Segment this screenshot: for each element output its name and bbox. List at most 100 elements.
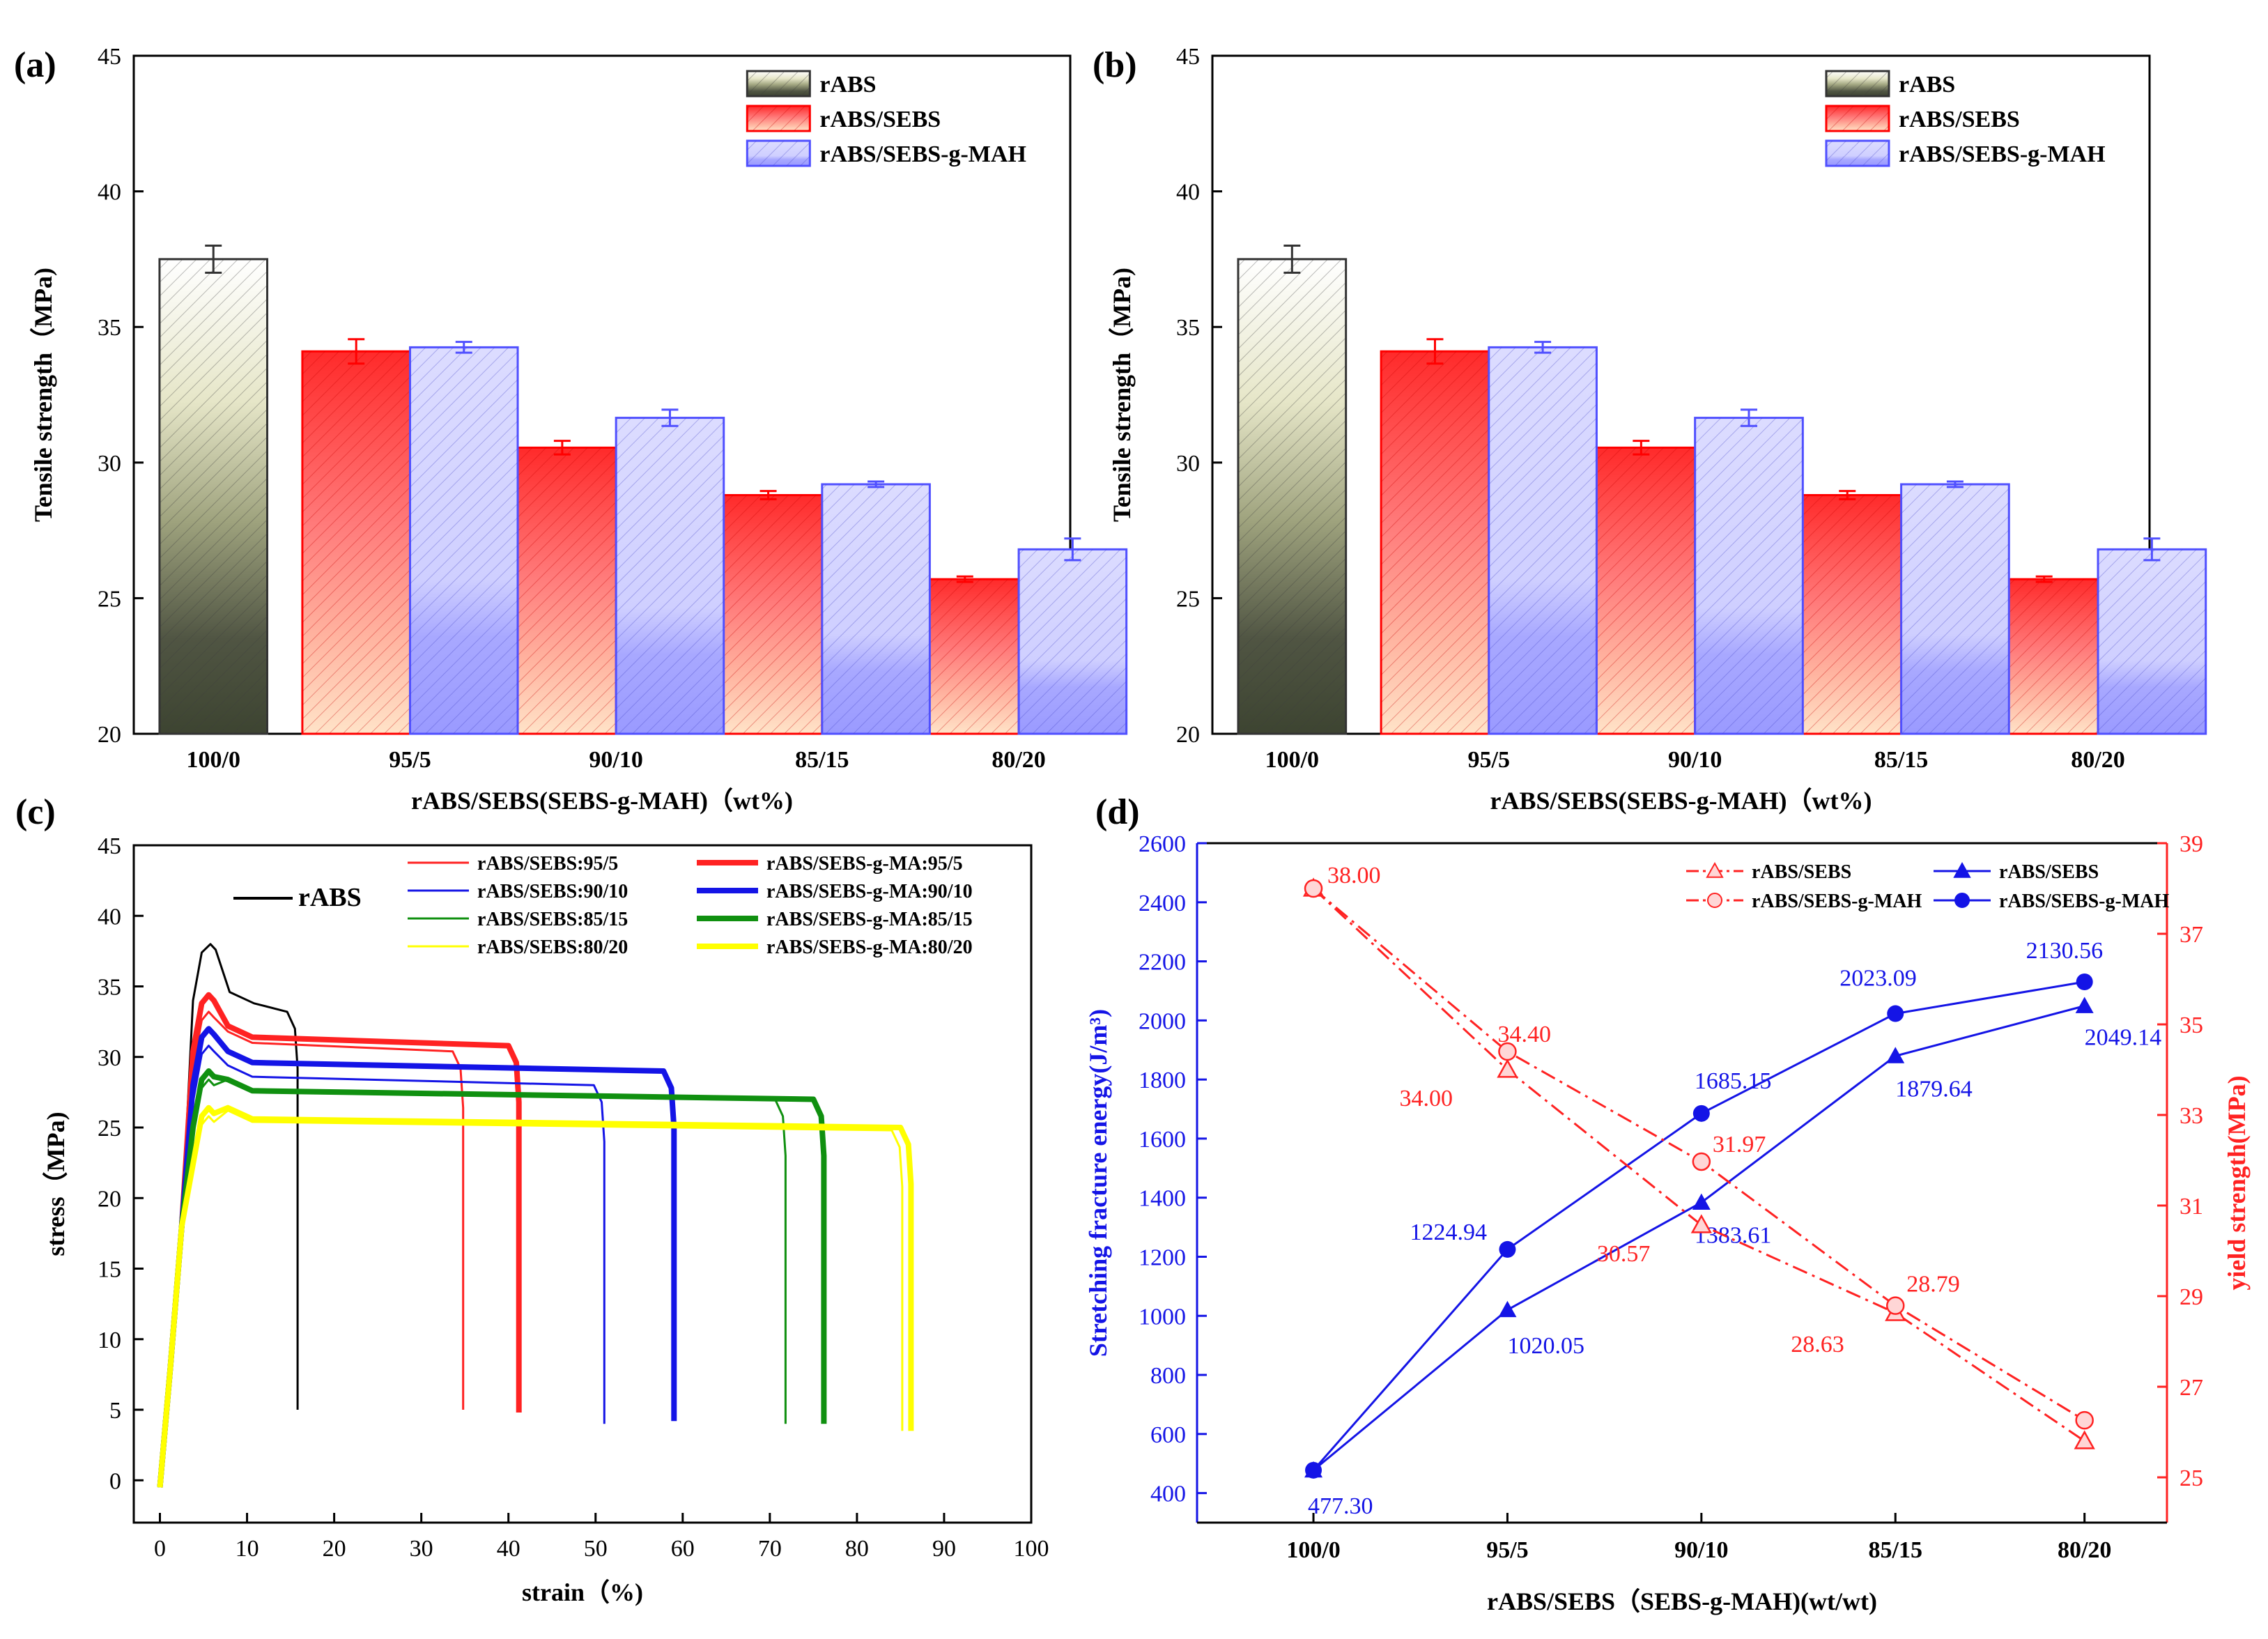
bar-hatch — [821, 484, 930, 734]
y-axis-title: stress（MPa) — [42, 1111, 70, 1256]
data-label: 28.79 — [1906, 1272, 1960, 1298]
x-tick-label: 0 — [154, 1536, 166, 1562]
panel-c-stress-strain-chart: (c) 0 10 20 30 40 50 60 70 80 90 100 0 5 10 15 20 25 30 35 4… — [15, 792, 1049, 1606]
bar-hatch — [1793, 495, 1901, 734]
marker-circle — [1304, 879, 1323, 898]
marker-triangle — [2075, 997, 2094, 1013]
y-left-tick-label: 1200 — [1139, 1245, 1186, 1270]
y-left-tick-label: 800 — [1150, 1363, 1186, 1389]
y-tick-label: 20 — [1176, 722, 1200, 748]
bar-hatch — [1019, 549, 1127, 734]
y-right-tick-label: 39 — [2180, 831, 2203, 857]
y-left-tick-label: 600 — [1150, 1422, 1186, 1448]
y-tick-label: 35 — [1176, 315, 1200, 341]
y-left-tick-label: 2600 — [1139, 831, 1186, 857]
x-tick-label: 80 — [845, 1536, 869, 1562]
y-tick-label: 25 — [1176, 586, 1200, 612]
marker-circle — [1692, 1105, 1710, 1122]
y-tick-label: 30 — [98, 1045, 121, 1071]
bar-hatch — [1695, 417, 1803, 734]
panel-label: (d) — [1095, 792, 1140, 832]
legend-label: rABS/SEBS — [1752, 861, 1851, 883]
y-left-tick-label: 1800 — [1139, 1068, 1186, 1093]
curve-line — [159, 1109, 904, 1488]
marker-triangle — [1690, 1214, 1712, 1233]
legend-label: rABS/SEBS:95/5 — [477, 853, 618, 875]
data-label: 2130.56 — [2026, 938, 2104, 964]
y-left-tick-label: 2000 — [1139, 1008, 1186, 1034]
curve-line — [157, 1105, 914, 1488]
x-axis-title: rABS/SEBS(SEBS-g-MAH)（wt%) — [1490, 787, 1872, 815]
y-right-tick-label: 25 — [2180, 1465, 2203, 1491]
marker-triangle — [1498, 1300, 1517, 1318]
y-left-tick-label: 1600 — [1139, 1127, 1186, 1153]
bar-hatch — [1587, 447, 1695, 734]
y-tick-label: 15 — [98, 1257, 121, 1283]
x-tick-label: 30 — [410, 1536, 433, 1562]
data-label: 2049.14 — [2085, 1025, 2162, 1051]
panel-b-bar-chart: (b) 20 25 30 35 40 45 100/0 95/5 90/10 85/15 80/20 r… — [1093, 44, 2207, 815]
panel-d-energy-yield-chart: (d) 400 600 800 1000 1200 1400 1600 1800 2000 2200… — [1084, 792, 2251, 1615]
x-category-label: 90/10 — [1674, 1537, 1728, 1563]
legend-label: rABS/SEBS-g-MAH — [1899, 141, 2106, 167]
x-tick-label: 60 — [671, 1536, 695, 1562]
marker-circle — [1692, 1152, 1711, 1171]
y-tick-label: 30 — [98, 451, 121, 477]
y-tick-label: 25 — [98, 586, 121, 612]
y-right-tick-label: 35 — [2180, 1013, 2203, 1038]
data-label: 1685.15 — [1695, 1068, 1772, 1094]
legend-label: rABS/SEBS-g-MA:90/10 — [766, 881, 973, 902]
data-label: 28.63 — [1791, 1332, 1844, 1357]
y-right-tick-label: 33 — [2180, 1103, 2203, 1129]
legend-label: rABS/SEBS-g-MA:80/20 — [766, 937, 973, 958]
data-label: 1224.94 — [1410, 1219, 1487, 1245]
legend-swatch-hatch — [747, 106, 810, 131]
data-label: 34.00 — [1399, 1086, 1453, 1111]
marker-circle — [1498, 1042, 1517, 1061]
bar-hatch — [1488, 347, 1597, 734]
marker-triangle — [1497, 1059, 1518, 1078]
y-axis-title: Tensile strength（MPa) — [1108, 268, 1136, 522]
y-axis-title: Tensile strength（MPa) — [29, 268, 57, 522]
curve-line — [159, 1078, 787, 1488]
bar-hatch — [410, 347, 518, 734]
x-category-label: 90/10 — [589, 747, 642, 773]
data-label: 1879.64 — [1895, 1076, 1973, 1102]
legend-label: rABS — [819, 72, 876, 98]
x-category-label: 100/0 — [1286, 1537, 1340, 1563]
panel-label: (a) — [14, 45, 56, 85]
marker-circle — [1305, 1461, 1322, 1479]
x-category-label: 95/5 — [389, 747, 431, 773]
series-line — [1312, 887, 2085, 1442]
legend-label: rABS/SEBS — [1999, 861, 2099, 883]
y-tick-label: 20 — [98, 1186, 121, 1212]
y-right-tick-label: 37 — [2180, 922, 2203, 948]
x-axis-title: rABS/SEBS(SEBS-g-MAH)（wt%) — [411, 787, 793, 815]
bar-hatch — [1237, 259, 1346, 734]
x-category-label: 80/20 — [2058, 1537, 2111, 1563]
marker-circle — [1499, 1240, 1516, 1258]
x-category-label: 80/20 — [992, 747, 1045, 773]
y-tick-label: 10 — [98, 1328, 121, 1353]
x-category-label: 85/15 — [1874, 747, 1928, 773]
x-category-label: 100/0 — [1265, 747, 1319, 773]
legend-label: rABS/SEBS — [819, 107, 941, 132]
legend-label: rABS/SEBS-g-MAH — [819, 141, 1026, 167]
x-category-label: 80/20 — [2071, 747, 2124, 773]
legend-swatch-hatch — [1826, 71, 1889, 96]
curve-line — [157, 1068, 827, 1488]
x-axis-title: strain（%) — [522, 1578, 643, 1606]
y-tick-label: 45 — [98, 44, 121, 70]
legend-label: rABS/SEBS:80/20 — [477, 937, 628, 958]
x-category-label: 95/5 — [1468, 747, 1510, 773]
x-tick-label: 100 — [1014, 1536, 1049, 1562]
y-tick-label: 40 — [98, 904, 121, 930]
y-tick-label: 45 — [1176, 44, 1200, 70]
marker-circle — [2075, 1410, 2094, 1430]
legend-marker — [1953, 861, 1971, 878]
marker-circle — [2076, 974, 2093, 991]
legend-label: rABS/SEBS — [1899, 107, 2020, 132]
bar-hatch — [508, 447, 617, 734]
data-label: 31.97 — [1713, 1132, 1766, 1157]
